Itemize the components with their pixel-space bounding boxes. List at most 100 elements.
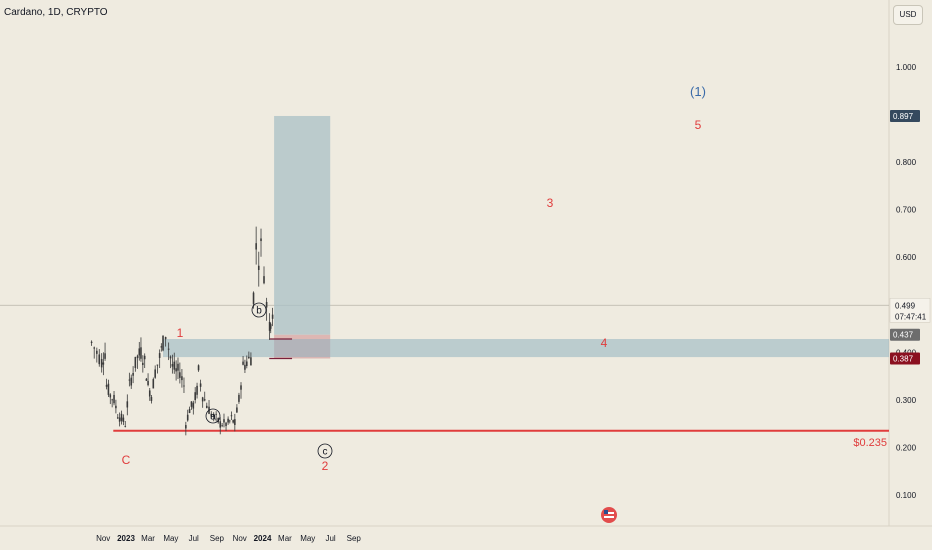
y-tick-label: 0.100: [896, 491, 917, 500]
candle-body: [212, 413, 215, 417]
x-tick-label: Nov: [96, 534, 110, 543]
candle-body: [111, 399, 113, 401]
candle-body: [138, 348, 141, 356]
candle-body: [242, 361, 244, 365]
candle-body: [240, 385, 242, 390]
candle-body: [136, 355, 139, 359]
candle-body: [93, 347, 96, 349]
candle-body: [192, 402, 195, 409]
candle-body: [173, 361, 176, 370]
candle-body: [98, 354, 101, 365]
wave-3-label: 3: [547, 196, 554, 210]
candle-body: [248, 356, 250, 359]
support-value-label: $0.235: [853, 437, 887, 449]
candle-body: [158, 353, 161, 358]
candle-body: [143, 355, 146, 360]
candle-body: [104, 353, 106, 359]
candle-body: [268, 321, 271, 331]
candle-body: [263, 276, 265, 284]
candle-body: [148, 390, 151, 397]
flag-icon-stripe: [604, 512, 614, 514]
candle-body: [140, 347, 142, 359]
x-tick-label: Nov: [233, 534, 247, 543]
candle-body: [128, 379, 131, 381]
candle-body: [186, 414, 189, 421]
candle-body: [115, 405, 117, 409]
blue-zone[interactable]: [163, 339, 889, 358]
current-price-label: 0.499: [895, 301, 916, 310]
candle-body: [228, 420, 231, 422]
stop-price-label: 0.387: [893, 355, 914, 364]
target-zone-box[interactable]: [274, 115, 331, 335]
x-tick-label: May: [300, 534, 315, 543]
y-tick-label: 0.700: [896, 206, 917, 215]
candle-body: [118, 417, 121, 422]
candle-body: [162, 335, 164, 351]
candle-body: [171, 364, 174, 367]
flag-icon-canton: [604, 510, 608, 514]
candle-body: [269, 324, 272, 329]
candle-body: [252, 292, 255, 305]
wave-5-label: 5: [695, 118, 702, 132]
candle-body: [219, 421, 222, 428]
wave-b-label-circle: [251, 302, 267, 318]
candle-body: [90, 341, 93, 343]
y-tick-label: 0.200: [896, 443, 917, 452]
candle-body: [188, 409, 191, 413]
wave-b-label: b: [256, 306, 262, 317]
wave-2-label: 2: [322, 459, 329, 473]
candle-body: [271, 314, 274, 319]
x-tick-label: 2023: [117, 534, 135, 543]
candle-body: [156, 364, 159, 366]
x-tick-label: Sep: [347, 534, 362, 543]
y-tick-label: 1.000: [896, 63, 917, 72]
entry-price-label-bg: [890, 328, 920, 341]
symbol-title: Cardano, 1D, CRYPTO: [4, 7, 108, 18]
wave-C-label: C: [122, 453, 131, 467]
candle-body: [246, 361, 248, 367]
candle-body: [205, 405, 208, 409]
entry-price-label: 0.437: [893, 331, 914, 340]
candle-body: [215, 413, 217, 415]
candle-body: [199, 383, 202, 387]
candle-body: [100, 359, 103, 368]
candle-body: [105, 384, 108, 387]
wave-1-major-label: (1): [690, 84, 706, 99]
candle-body: [265, 301, 268, 308]
x-tick-label: Jul: [189, 534, 199, 543]
wave-a-label-circle: [205, 408, 221, 424]
candle-body: [102, 362, 105, 365]
candle-body: [183, 385, 185, 387]
candle-body: [177, 363, 179, 371]
candle-body: [113, 394, 115, 404]
candle-body: [210, 413, 213, 417]
candle-body: [124, 426, 127, 427]
x-tick-label: 2024: [254, 534, 272, 543]
candle-body: [255, 243, 257, 250]
candle-body: [230, 415, 233, 417]
flag-icon[interactable]: [601, 507, 617, 523]
target-price-label-bg: [890, 109, 920, 122]
candle-body: [190, 401, 193, 407]
candle-body: [109, 394, 112, 398]
candle-body: [179, 372, 181, 378]
x-tick-label: May: [163, 534, 178, 543]
currency-button[interactable]: USD: [893, 5, 923, 25]
current-price-bg: [889, 298, 931, 323]
candle-body: [181, 376, 183, 381]
candle-body: [154, 369, 156, 378]
candle-body: [122, 417, 125, 422]
candle-body: [152, 379, 155, 389]
candle-body: [126, 401, 129, 408]
candle-body: [236, 407, 238, 413]
candle-body: [223, 419, 225, 423]
candle-body: [147, 380, 149, 386]
candle-body: [120, 413, 123, 421]
candle-body: [132, 372, 134, 376]
wave-c-label: c: [323, 447, 328, 458]
wave-4-label: 4: [601, 336, 608, 350]
candle-body: [260, 238, 262, 242]
candle-body: [134, 356, 137, 368]
